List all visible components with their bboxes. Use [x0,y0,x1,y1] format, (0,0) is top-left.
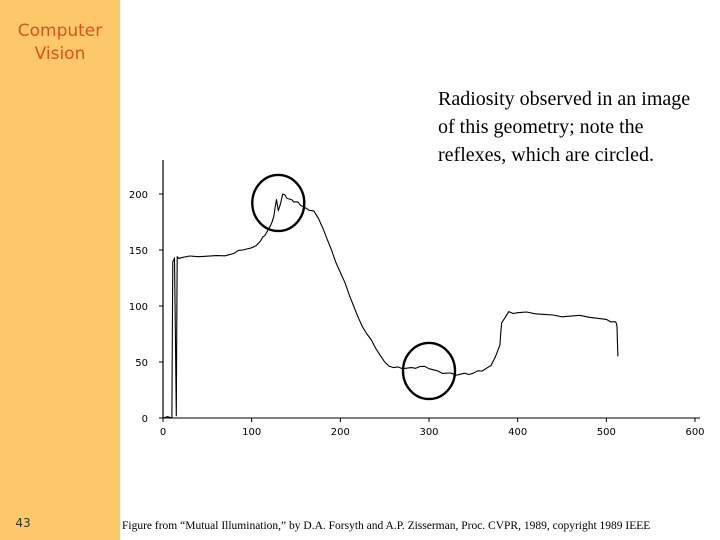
course-title-line1: Computer [17,21,103,41]
chart-axes [162,160,700,419]
y-tick-label: 150 [129,246,148,257]
x-tick-label: 300 [419,427,438,438]
x-tick-label: 100 [242,427,261,438]
y-tick-label: 200 [129,190,148,201]
x-tick-label: 600 [685,427,704,438]
slide-caption: Radiosity observed in an image of this g… [438,88,691,166]
radiosity-series-line [162,193,619,419]
x-tick-label: 200 [331,427,350,438]
course-title-line2: Vision [34,44,86,64]
course-title: Computer Vision [0,20,120,66]
x-tick-label: 400 [508,427,527,438]
reflex-circle [401,341,457,401]
sidebar [0,0,120,540]
y-tick-label: 0 [142,414,148,425]
figure-credit: Figure from “Mutual Illumination,” by D.… [122,520,651,532]
page-number: 43 [15,516,31,530]
x-tick-label: 0 [160,427,166,438]
y-tick-label: 50 [135,358,148,369]
y-tick-label: 100 [129,302,148,313]
reflex-circle [251,173,306,233]
x-tick-label: 500 [597,427,616,438]
